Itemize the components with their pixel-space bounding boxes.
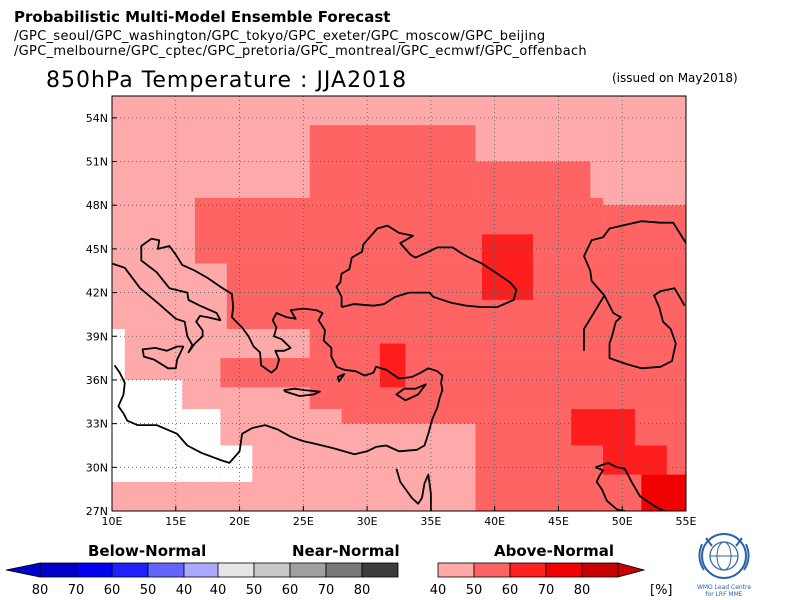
x-tick-label: 35E xyxy=(420,515,441,528)
legend-near-swatch xyxy=(361,562,399,578)
legend-near-value: 80 xyxy=(354,583,371,598)
legend-above-swatch xyxy=(473,562,511,578)
legend-above-swatch xyxy=(545,562,583,578)
legend-below-value: 70 xyxy=(68,583,85,598)
legend-above-value: 50 xyxy=(466,583,483,598)
probability-cell-above-50 xyxy=(341,409,476,424)
legend-below-swatch xyxy=(39,562,77,578)
legend-near-value: 50 xyxy=(246,583,263,598)
x-tick-label: 55E xyxy=(676,515,697,528)
coastline xyxy=(395,468,432,511)
legend-below-swatch xyxy=(75,562,113,578)
issued-date: (issued on May2018) xyxy=(612,71,738,85)
map-title: 850hPa Temperature : JJA2018 xyxy=(46,68,408,93)
y-tick-label: 54N xyxy=(86,112,108,125)
legend-above-end-triangle xyxy=(617,562,646,578)
y-tick-label: 33N xyxy=(86,418,108,431)
map-frame xyxy=(111,95,687,512)
y-tick-label: 27N xyxy=(86,505,108,518)
legend-below-swatch xyxy=(111,562,149,578)
x-tick-label: 40E xyxy=(484,515,505,528)
x-tick-label: 30E xyxy=(357,515,378,528)
legend-below-swatch xyxy=(183,562,221,578)
legend-above-value: 80 xyxy=(574,583,591,598)
axis-ticks: 10E 15E 20E 25E 30E 35E 40E 45E 50E 55E 27N 30N 33N 3… xyxy=(86,112,697,528)
coastline xyxy=(583,287,686,370)
legend-below-value: 60 xyxy=(104,583,121,598)
legend-near-swatch xyxy=(253,562,291,578)
probability-cell-above-50 xyxy=(475,161,591,198)
gpc-list-line-1: /GPC_seoul/GPC_washington/GPC_tokyo/GPC_… xyxy=(14,29,546,44)
x-tick-label: 20E xyxy=(229,515,250,528)
x-tick-label: 45E xyxy=(548,515,569,528)
legend-near-swatch xyxy=(289,562,327,578)
y-tick-label: 30N xyxy=(86,461,108,474)
island-outline xyxy=(336,373,346,383)
wmo-logo-text: WMO Lead Centre for LRF MME xyxy=(696,584,752,598)
legend-near-swatch xyxy=(325,562,363,578)
y-tick-label: 51N xyxy=(86,156,108,169)
coastline xyxy=(583,220,686,297)
probability-cell-above-60 xyxy=(379,343,406,388)
y-tick-label: 39N xyxy=(86,330,108,343)
legend-above-swatch xyxy=(581,562,619,578)
probability-cell-white xyxy=(220,445,253,482)
y-tick-label: 45N xyxy=(86,243,108,256)
legend-above-value: 40 xyxy=(430,583,447,598)
legend-above-normal-label: Above-Normal xyxy=(494,542,614,560)
legend-near-value: 70 xyxy=(318,583,335,598)
wmo-emblem-icon xyxy=(698,533,750,579)
y-tick-label: 36N xyxy=(86,374,108,387)
island-outline xyxy=(141,345,185,370)
legend-above-swatch xyxy=(509,562,547,578)
x-tick-label: 25E xyxy=(293,515,314,528)
probability-cell-above-50 xyxy=(194,197,604,264)
probability-cell-above-70 xyxy=(641,474,686,511)
coastline xyxy=(335,224,518,309)
legend-near-value: 60 xyxy=(282,583,299,598)
legend-below-value: 80 xyxy=(32,583,49,598)
x-tick-label: 50E xyxy=(612,515,633,528)
legend-below-value: 40 xyxy=(176,583,193,598)
coastline xyxy=(112,237,444,464)
y-tick-label: 42N xyxy=(86,287,108,300)
product-title: Probabilistic Multi-Model Ensemble Forec… xyxy=(14,8,391,26)
legend-above-value: 70 xyxy=(538,583,555,598)
legend-below-normal-label: Below-Normal xyxy=(88,542,207,560)
legend: 80 70 60 50 40 40 50 60 70 80 40 50 60 70 80 [%] xyxy=(5,562,673,598)
probability-cells xyxy=(112,96,686,511)
legend-near-value: 40 xyxy=(210,583,227,598)
island-outline xyxy=(395,383,427,402)
legend-above-swatch xyxy=(437,562,475,578)
probability-cell-above-60 xyxy=(481,234,533,300)
probability-cell-above-50 xyxy=(309,358,686,410)
wmo-logo xyxy=(688,524,760,596)
probability-cell-above-60 xyxy=(571,409,635,446)
probability-cell-above-50 xyxy=(603,205,686,264)
legend-near-normal-label: Near-Normal xyxy=(292,542,400,560)
x-tick-label: 15E xyxy=(165,515,186,528)
legend-below-value: 50 xyxy=(140,583,157,598)
y-tick-label: 48N xyxy=(86,199,108,212)
legend-near-swatch xyxy=(217,562,255,578)
legend-unit: [%] xyxy=(650,583,673,598)
x-tick-label: 10E xyxy=(102,515,123,528)
coastline xyxy=(595,461,667,511)
legend-below-swatch xyxy=(147,562,185,578)
coastlines xyxy=(112,220,686,511)
legend-above-value: 60 xyxy=(502,583,519,598)
island-outline xyxy=(283,387,321,397)
probability-cell-above-50 xyxy=(309,328,686,359)
coastline xyxy=(595,466,625,511)
probability-cell-above-60 xyxy=(603,445,667,475)
gpc-list-line-2: /GPC_melbourne/GPC_cptec/GPC_pretoria/GP… xyxy=(14,44,587,59)
legend-below-end-triangle xyxy=(5,562,41,578)
